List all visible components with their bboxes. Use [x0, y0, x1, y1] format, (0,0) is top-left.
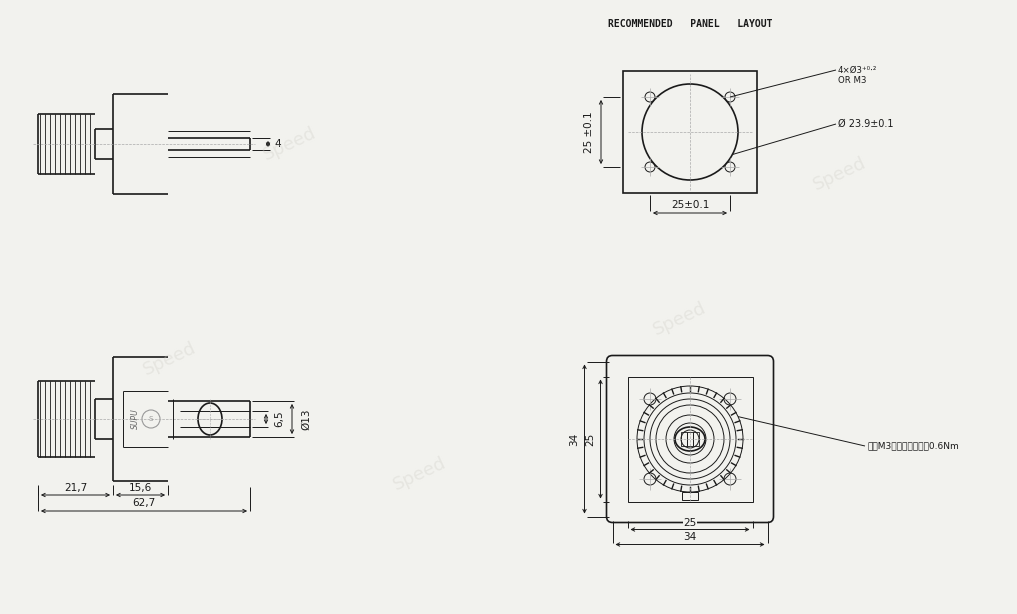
Text: 62,7: 62,7 — [132, 498, 156, 508]
Text: 21,7: 21,7 — [64, 483, 87, 493]
Bar — [687, 432, 693, 446]
Bar — [681, 432, 687, 446]
Text: SUPU: SUPU — [130, 409, 139, 429]
Text: 推荐M3组合螺丝，扭矠0.6Nm: 推荐M3组合螺丝，扭矠0.6Nm — [868, 441, 959, 451]
Text: Speed: Speed — [811, 154, 870, 194]
Text: 25±0.1: 25±0.1 — [671, 200, 709, 210]
Text: 4×Ø3⁺⁰⋅²: 4×Ø3⁺⁰⋅² — [838, 66, 878, 74]
Bar — [693, 432, 699, 446]
Text: OR M3: OR M3 — [838, 76, 866, 85]
Text: Speed: Speed — [651, 299, 710, 339]
Text: 25: 25 — [586, 432, 596, 446]
Text: 4: 4 — [275, 139, 282, 149]
Text: 25: 25 — [683, 518, 697, 527]
Text: RECOMMENDED   PANEL   LAYOUT: RECOMMENDED PANEL LAYOUT — [608, 19, 772, 29]
Text: Speed: Speed — [260, 124, 319, 164]
Text: 34: 34 — [570, 432, 580, 446]
Text: 15,6: 15,6 — [129, 483, 153, 493]
Text: S: S — [148, 416, 154, 422]
Text: Ø 23.9±0.1: Ø 23.9±0.1 — [838, 119, 894, 129]
Text: 6,5: 6,5 — [274, 411, 284, 427]
Bar — [623, 71, 757, 193]
Text: 25 ±0.1: 25 ±0.1 — [584, 111, 594, 153]
Text: Speed: Speed — [140, 339, 199, 379]
Text: 34: 34 — [683, 532, 697, 542]
Text: Ø13: Ø13 — [301, 408, 311, 430]
Bar — [627, 376, 753, 502]
Text: Speed: Speed — [391, 454, 450, 494]
Bar — [682, 491, 698, 500]
